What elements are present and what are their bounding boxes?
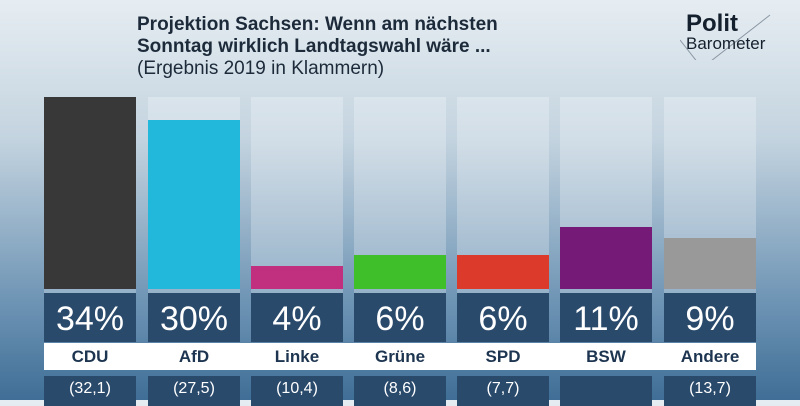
category-label: Andere bbox=[680, 347, 740, 366]
value-label: 11% bbox=[560, 293, 652, 342]
checkmark-icon bbox=[680, 14, 771, 60]
category-label: Linke bbox=[274, 347, 320, 366]
category-label: SPD bbox=[485, 347, 521, 366]
bar-bsw bbox=[560, 226, 652, 289]
previous-result: (8,6) bbox=[354, 376, 446, 406]
title-line-2: Sonntag wirklich Landtagswahl wäre ... bbox=[137, 36, 491, 57]
chart-title: Projektion Sachsen: Wenn am nächsten Son… bbox=[137, 14, 498, 80]
subtitle: (Ergebnis 2019 in Klammern) bbox=[137, 58, 385, 79]
politbarometer-logo: Polit Barometer bbox=[680, 10, 790, 60]
value-label: 6% bbox=[354, 293, 446, 342]
previous-result: (13,7) bbox=[664, 376, 756, 406]
value-label: 6% bbox=[457, 293, 549, 342]
bar-spd bbox=[457, 255, 549, 289]
title-line-1: Projektion Sachsen: Wenn am nächsten bbox=[137, 14, 498, 35]
logo-line-2: Barometer bbox=[686, 34, 766, 53]
logo-line-1: Polit bbox=[686, 10, 738, 37]
previous-result: (27,5) bbox=[148, 376, 240, 406]
previous-result: (7,7) bbox=[457, 376, 549, 406]
bar-linke bbox=[251, 266, 343, 289]
value-label: 34% bbox=[44, 293, 136, 342]
value-label: 4% bbox=[251, 293, 343, 342]
previous-result: (32,1) bbox=[44, 376, 136, 406]
value-label: 30% bbox=[148, 293, 240, 342]
value-label: 9% bbox=[664, 293, 756, 342]
previous-result bbox=[560, 376, 652, 406]
category-label: BSW bbox=[586, 347, 626, 366]
bar-background bbox=[251, 97, 343, 293]
category-label: CDU bbox=[71, 347, 109, 366]
bar-grüne bbox=[354, 255, 446, 289]
category-label: AfD bbox=[178, 347, 210, 366]
bar-cdu bbox=[44, 96, 136, 289]
previous-result: (10,4) bbox=[251, 376, 343, 406]
bar-afd bbox=[148, 119, 240, 289]
bar-andere bbox=[664, 238, 756, 289]
label-row bbox=[44, 343, 756, 370]
category-label: Grüne bbox=[374, 347, 426, 366]
